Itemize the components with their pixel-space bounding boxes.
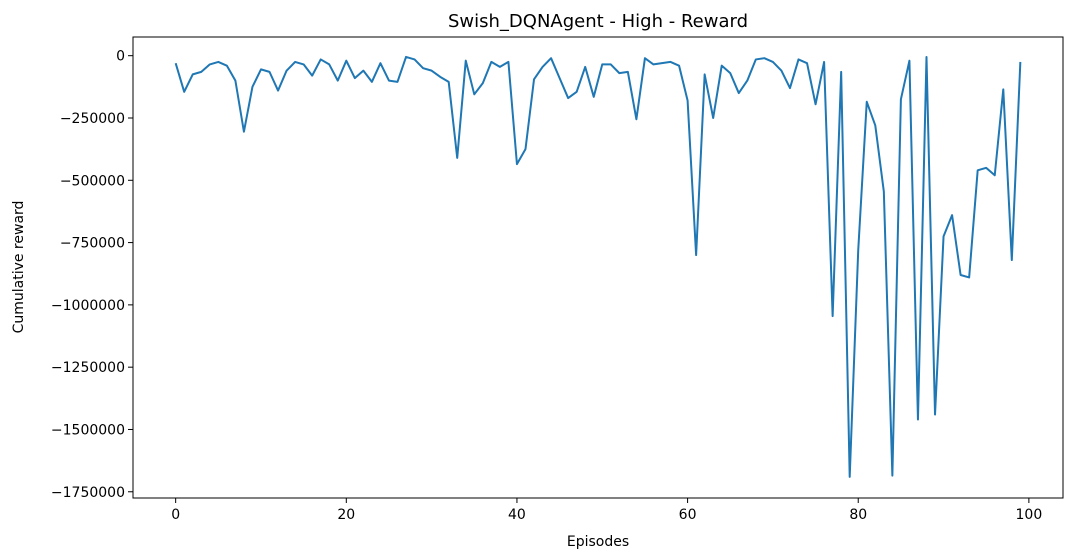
y-tick-label: −1000000 (51, 298, 125, 314)
y-axis-label: Cumulative reward (11, 201, 27, 334)
plot-area: 0 20 40 60 80 100 0 −250000 −500000 −750000 −10000… (51, 36, 1064, 523)
y-tick-label: −500000 (60, 173, 125, 189)
x-tick-label: 100 (1016, 507, 1043, 523)
axes-frame (132, 36, 1064, 499)
y-tick-label: 0 (116, 49, 125, 65)
x-tick-label: 20 (337, 507, 355, 523)
y-tick-label: −1500000 (51, 422, 125, 438)
y-tick-label: −1750000 (51, 485, 125, 501)
y-tick-label: −1250000 (51, 360, 125, 376)
x-tick-label: 80 (849, 507, 867, 523)
x-axis-label: Episodes (567, 534, 629, 550)
chart-title: Swish_DQNAgent - High - Reward (448, 11, 748, 32)
x-tick-label: 40 (508, 507, 526, 523)
y-tick-label: −750000 (60, 236, 125, 252)
x-tick-label: 60 (679, 507, 697, 523)
y-tick-label: −250000 (60, 111, 125, 127)
series-line-0 (174, 55, 1022, 478)
x-tick-label: 0 (171, 507, 180, 523)
